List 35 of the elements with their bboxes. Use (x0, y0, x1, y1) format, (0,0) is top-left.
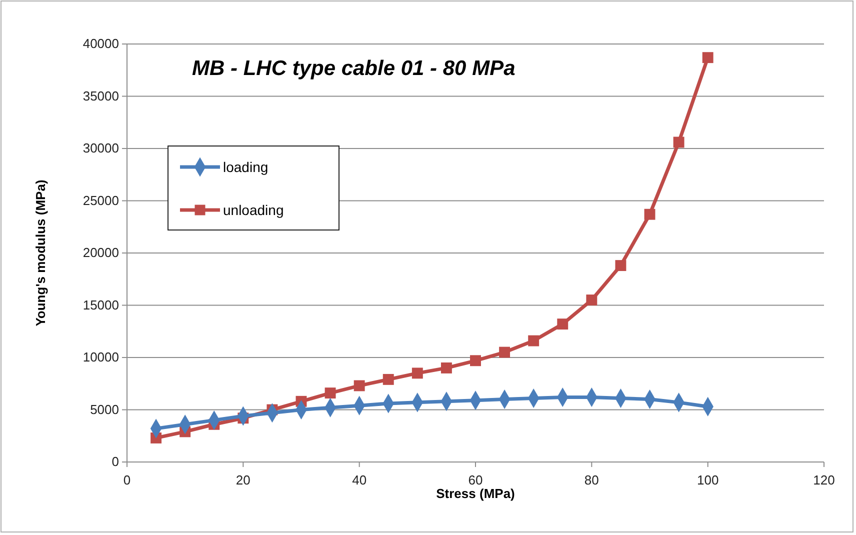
y-tick-label: 25000 (82, 192, 119, 208)
y-tick-label: 30000 (82, 140, 119, 156)
x-tick-label: 20 (236, 472, 250, 488)
legend-label: loading (223, 159, 268, 175)
x-tick-label: 120 (813, 472, 835, 488)
point (324, 388, 336, 399)
point (354, 380, 365, 392)
x-axis-title: Stress (MPa) (436, 486, 515, 501)
x-tick-label: 40 (352, 472, 367, 488)
x-tick-label: 80 (584, 472, 599, 488)
x-tick-label: 0 (123, 472, 131, 488)
y-tick-label: 5000 (90, 402, 119, 417)
point (615, 260, 626, 272)
point (644, 208, 656, 220)
y-tick-label: 40000 (82, 36, 119, 52)
point (440, 362, 452, 374)
point (499, 346, 510, 358)
point (412, 368, 423, 379)
y-tick-label: 35000 (82, 88, 119, 104)
legend-label: unloading (223, 202, 284, 218)
y-axis-title: Young's modulus (MPa) (33, 180, 48, 326)
point (470, 355, 481, 366)
y-tick-label: 0 (112, 454, 119, 470)
point (673, 136, 684, 148)
y-tick-label: 20000 (82, 245, 119, 260)
point (586, 294, 598, 306)
y-tick-label: 10000 (82, 350, 119, 365)
point (528, 335, 540, 346)
point (557, 318, 568, 330)
text: MB - LHC type cable 01 - 80 MPa (192, 57, 516, 80)
x-tick-label: 100 (696, 472, 719, 488)
y-tick-label: 15000 (82, 297, 119, 312)
x-tick-label: 60 (468, 472, 483, 488)
point (702, 52, 714, 64)
point (382, 374, 394, 385)
